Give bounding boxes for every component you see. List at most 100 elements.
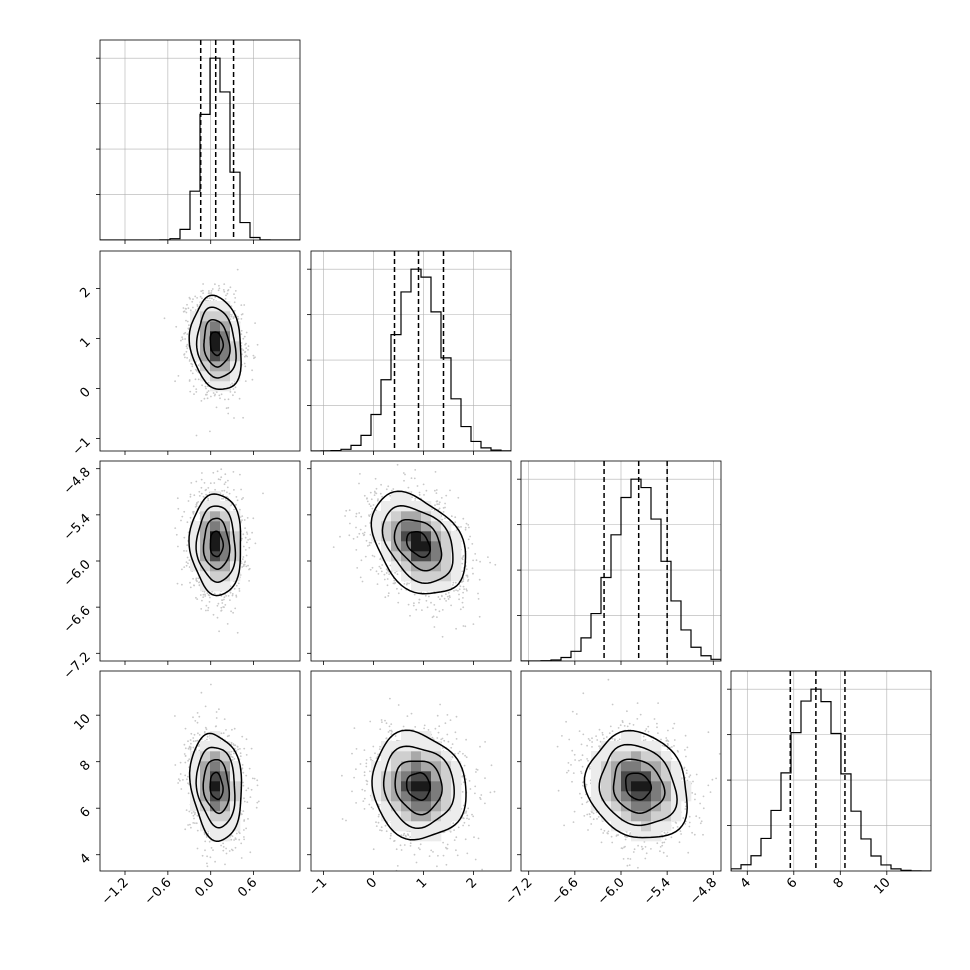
scatter-point [182, 307, 185, 309]
scatter-point [384, 596, 387, 599]
scatter-point [445, 600, 447, 602]
scatter-point [244, 355, 246, 358]
scatter-point [204, 489, 207, 492]
scatter-point [218, 284, 220, 287]
scatter-point [363, 534, 366, 536]
scatter-point [404, 473, 406, 476]
scatter-point [424, 594, 427, 597]
panel-content [332, 463, 497, 638]
scatter-point [246, 517, 249, 519]
scatter-point [185, 345, 188, 348]
scatter-point [236, 499, 239, 502]
scatter-point [464, 528, 467, 531]
scatter-point [487, 556, 489, 558]
scatter-point [363, 494, 366, 497]
scatter-point [217, 602, 220, 605]
hist-panel-2 [517, 460, 722, 665]
scatter-point [344, 515, 346, 517]
density-bin [220, 511, 231, 522]
scatter-point [206, 592, 209, 594]
scatter-point [240, 488, 243, 491]
scatter-point [241, 558, 244, 560]
scatter-point [210, 395, 212, 398]
scatter-point [370, 541, 372, 544]
scatter-point [237, 315, 239, 318]
scatter-point [216, 616, 219, 619]
scatter-point [416, 485, 419, 487]
scatter-point [489, 561, 491, 564]
scatter-point [180, 519, 182, 522]
scatter-point [381, 495, 383, 498]
scatter-point [370, 498, 373, 501]
density-bin [210, 371, 221, 382]
scatter-point [444, 502, 446, 505]
scatter-point [188, 380, 191, 382]
scatter-point [421, 609, 423, 611]
scatter-point [183, 550, 185, 552]
scatter-point [212, 298, 215, 301]
scatter-point [356, 567, 359, 569]
scatter-point [192, 577, 195, 580]
scatter-point [389, 494, 392, 497]
scatter-point [200, 492, 203, 495]
density-bin [190, 331, 201, 342]
scatter-point [373, 494, 376, 496]
scatter-point [402, 472, 405, 474]
scatter-point [360, 559, 363, 562]
scatter-point [242, 349, 245, 352]
density-bin [200, 301, 211, 312]
scatter-point [455, 589, 457, 591]
scatter-point [195, 480, 198, 483]
scatter-point [467, 524, 470, 526]
scatter-point [387, 485, 390, 488]
scatter-point [183, 353, 186, 356]
scatter-point [208, 594, 211, 597]
scatter-point [193, 584, 196, 587]
scatter-point [409, 614, 411, 617]
scatter-point [221, 602, 224, 604]
scatter-point [187, 562, 189, 565]
scatter-point [233, 301, 236, 304]
scatter-point [256, 343, 259, 346]
scatter-point [385, 572, 388, 574]
scatter-point [462, 606, 465, 609]
x-tick-label: 8 [831, 875, 847, 891]
scatter-point [396, 587, 398, 590]
scatter-point [464, 625, 467, 628]
density-bin [220, 361, 231, 372]
scatter-point [377, 573, 380, 575]
scatter-point [224, 473, 227, 476]
scatter-point [208, 290, 210, 292]
scatter-point [247, 564, 249, 567]
density-bin [220, 341, 231, 352]
scatter-point [408, 582, 410, 585]
scatter-point [251, 369, 254, 372]
scatter-point [245, 347, 248, 349]
scatter-point [214, 393, 217, 396]
scatter-point [184, 331, 187, 334]
scatter-point [241, 498, 243, 501]
density-bin [210, 301, 221, 312]
scatter-point [425, 599, 428, 602]
scatter-point [196, 297, 199, 299]
scatter-point [234, 290, 237, 292]
y-tick-label: 2 [77, 285, 93, 301]
scatter-point [221, 497, 223, 500]
scatter-point [477, 592, 479, 595]
scatter-point [252, 354, 255, 357]
scatter-point [225, 595, 228, 597]
scatter-point [447, 598, 450, 600]
scatter-point [197, 501, 200, 503]
scatter-panel-2-0: −7.2−6.6−6.0−5.4−4.8 [61, 460, 301, 682]
hist-panel-1 [307, 250, 512, 455]
scatter-point [252, 517, 255, 520]
scatter-point [230, 315, 233, 318]
scatter-point [227, 479, 229, 482]
scatter-point [176, 497, 179, 500]
scatter-point [362, 532, 364, 535]
scatter-point [375, 487, 378, 490]
scatter-point [226, 623, 229, 625]
scatter-point [200, 290, 203, 293]
scatter-point [233, 587, 236, 590]
scatter-point [175, 533, 178, 536]
